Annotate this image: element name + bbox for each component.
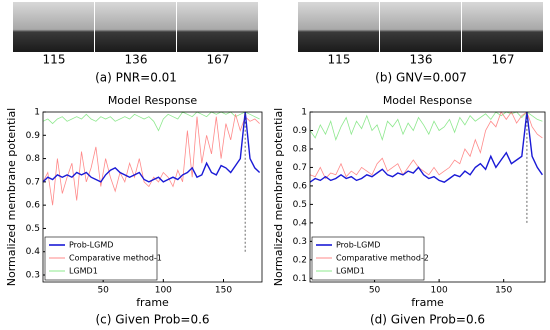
- frame-image: [380, 2, 461, 52]
- y-tick-label: 0.6: [26, 201, 41, 211]
- frame-label: 167: [492, 53, 515, 67]
- legend-label: LGMD1: [69, 267, 98, 276]
- frame-label: 115: [43, 53, 66, 67]
- x-axis-label: frame: [411, 296, 444, 309]
- y-tick-label: 0.4: [293, 218, 308, 228]
- frame-label: 115: [328, 53, 351, 67]
- y-tick-label: 0.5: [293, 200, 307, 210]
- x-tick-label: 150: [215, 286, 232, 296]
- y-tick-label: 0.1: [293, 274, 307, 284]
- y-tick-label: 0.7: [26, 177, 40, 187]
- x-tick-label: 150: [495, 286, 512, 296]
- y-tick-label: 1: [34, 108, 40, 118]
- legend-label: Prob-LGMD: [336, 241, 380, 250]
- plot-frame: [309, 111, 546, 283]
- y-tick-label: 0.6: [293, 181, 308, 191]
- frame-image: [13, 2, 94, 52]
- y-tick-label: 0.3: [293, 237, 307, 247]
- series-line: [309, 111, 543, 183]
- plot-frame: [42, 111, 263, 283]
- frame-label: 136: [125, 53, 148, 67]
- y-tick-label: 1: [301, 108, 307, 118]
- chart-title: Model Response: [383, 94, 473, 107]
- series-line: [309, 111, 543, 180]
- x-tick-label: 100: [431, 286, 448, 296]
- frame-image: [177, 2, 258, 52]
- frame-label: 167: [207, 53, 230, 67]
- legend-label: Prob-LGMD: [69, 241, 113, 250]
- series-line: [42, 111, 261, 183]
- chart-caption: (c) Given Prob=0.6: [95, 313, 209, 327]
- chart-caption: (d) Given Prob=0.6: [370, 313, 485, 327]
- y-tick-label: 0.9: [293, 126, 308, 136]
- y-tick-label: 0.3: [26, 271, 40, 281]
- y-tick-label: 0.9: [26, 131, 41, 141]
- legend-label: Comparative method-1: [69, 254, 162, 263]
- panel-caption: (a) PNR=0.01: [95, 71, 177, 85]
- legend-label: Comparative method-2: [336, 254, 429, 263]
- panel-caption: (b) GNV=0.007: [375, 71, 467, 85]
- frame-image: [95, 2, 176, 52]
- y-axis-label: Normalized membrane potential: [5, 108, 18, 287]
- y-tick-label: 0.5: [26, 224, 40, 234]
- x-tick-label: 50: [369, 286, 381, 296]
- series-line: [42, 114, 260, 206]
- frame-image: [462, 2, 543, 52]
- series-line: [309, 111, 543, 142]
- legend-label: LGMD1: [336, 267, 365, 276]
- x-tick-label: 50: [97, 286, 109, 296]
- y-tick-label: 0.4: [26, 247, 41, 257]
- y-axis-label: Normalized membrane potential: [272, 108, 285, 287]
- x-tick-label: 100: [155, 286, 172, 296]
- chart-title: Model Response: [108, 94, 198, 107]
- x-axis-label: frame: [136, 296, 169, 309]
- y-tick-label: 0.8: [26, 154, 41, 164]
- y-tick-label: 0.2: [293, 255, 307, 265]
- frame-label: 136: [410, 53, 433, 67]
- y-tick-label: 0.7: [293, 163, 307, 173]
- y-tick-label: 0.8: [293, 144, 308, 154]
- frame-image: [298, 2, 379, 52]
- series-line: [42, 111, 260, 132]
